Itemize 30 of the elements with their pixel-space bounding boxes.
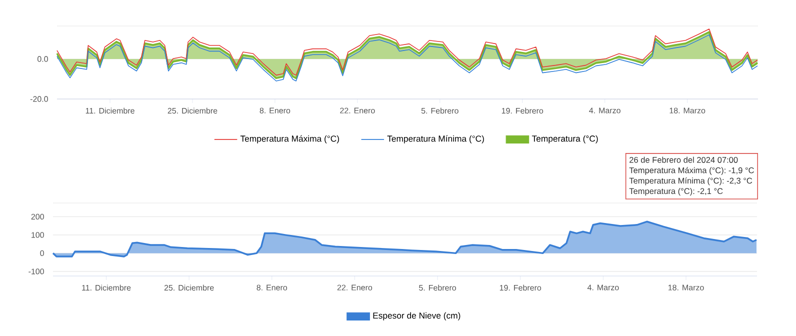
legend-label: Espesor de Nieve (cm) bbox=[373, 312, 460, 320]
text: 26 de Febrero del 2024 07:00 bbox=[630, 156, 738, 163]
x-tick-label: 5. Febrero bbox=[421, 108, 458, 114]
y-tick-label: -100 bbox=[28, 268, 44, 274]
x-tick-label: 22. Enero bbox=[340, 108, 375, 114]
y-tick-label: 200 bbox=[31, 214, 44, 220]
x-tick-label: 19. Febrero bbox=[502, 108, 544, 114]
x-tick-label: 22. Enero bbox=[337, 284, 372, 290]
x-tick-label: 25. Diciembre bbox=[168, 108, 218, 114]
legend-label: Temperatura Mínima (°C) bbox=[387, 135, 484, 144]
legend-label: Temperatura (°C) bbox=[532, 135, 598, 144]
legend-label: Temperatura Máxima (°C) bbox=[240, 135, 339, 144]
x-tick-label: 5. Febrero bbox=[419, 284, 456, 291]
x-tick-label: 11. Diciembre bbox=[82, 284, 131, 291]
x-tick-label: 25. Diciembre bbox=[164, 284, 214, 291]
x-tick-label: 18. Marzo bbox=[670, 108, 706, 114]
text: Temperatura (°C): -2,1 °C bbox=[629, 188, 723, 196]
text: Temperatura Máxima (°C): -1,9 °C bbox=[629, 167, 754, 175]
x-tick-label: 4. Marzo bbox=[589, 108, 620, 114]
text: Temperatura Mínima (°C): -2,3 °C bbox=[629, 177, 752, 186]
x-tick-label: 8. Enero bbox=[260, 108, 290, 114]
x-tick-label: 11. Diciembre bbox=[86, 108, 134, 114]
y-tick-label: -20.0 bbox=[30, 96, 48, 102]
x-tick-label: 19. Febrero bbox=[500, 284, 542, 291]
y-tick-label: 0.0 bbox=[37, 56, 48, 62]
x-tick-label: 8. Enero bbox=[256, 284, 288, 290]
y-tick-label: 100 bbox=[32, 232, 44, 238]
x-tick-label: 4. Marzo bbox=[587, 284, 619, 290]
x-tick-label: 18. Marzo bbox=[668, 284, 704, 290]
y-tick-label: 0 bbox=[40, 250, 44, 256]
